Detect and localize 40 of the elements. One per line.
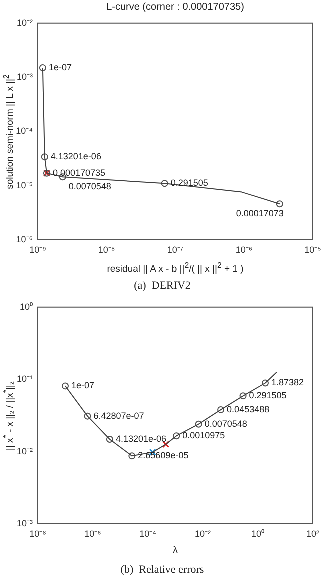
annotation: 1.87382: [272, 378, 304, 388]
x-tick-label: 10⁻⁸: [98, 244, 116, 255]
x-axis-title: residual || A x - b ||$^{2}$/( || x ||$^{2}$ + 1 ): [107, 261, 244, 276]
x-tick-label: 10⁻⁶: [236, 244, 253, 255]
x-tick-label: 10⁻⁷: [167, 244, 184, 255]
x-tick-label: 10⁻⁹: [30, 244, 47, 255]
x-tick-label: 10⁻⁴: [140, 528, 157, 539]
annotation: 0.0070548: [204, 418, 248, 429]
y-tick-label: 10⁻³: [16, 72, 33, 82]
annotation: 0.0010975: [182, 430, 226, 441]
annotation: 0.291505: [170, 178, 208, 188]
y-tick-label: 10⁻⁵: [16, 180, 34, 190]
annotation: 1e-07: [48, 62, 72, 72]
annotation: 0.0453488: [227, 404, 270, 414]
y-tick-label: 10⁻⁶: [16, 234, 34, 244]
annotation: 4.13201e-06: [116, 434, 166, 444]
annotation: 6.42807e-07: [94, 410, 144, 421]
y-tick-label: 10⁻¹: [16, 374, 33, 384]
annotation: 0.0070548: [68, 182, 112, 192]
y-tick-label: 10⁻³: [16, 518, 33, 528]
annotation: 1e-07: [72, 380, 95, 391]
annotation: 2.65609e-05: [138, 450, 189, 461]
x-tick-label: 10⁻⁸: [30, 528, 47, 539]
x-tick-label: 10⁻⁵: [304, 244, 322, 255]
chart-title: L-curve (corner : 0.000170735): [106, 2, 246, 13]
y-tick-label: 10⁻²: [16, 446, 33, 456]
y-tick-label: 10⁻²: [16, 18, 33, 28]
x-tick-label: 10²: [306, 528, 320, 539]
annotation: 0.000170735: [52, 168, 106, 178]
y-tick-label: 10⁰: [20, 302, 33, 312]
annotation: 4.13201e-06: [50, 152, 102, 162]
x-tick-label: 10⁰: [251, 528, 265, 539]
text: (b) Relative errors: [120, 564, 204, 576]
x-tick-label: 10⁻²: [194, 528, 212, 539]
y-tick-label: 10⁻⁴: [16, 126, 34, 136]
x-tick-label: 10⁻⁶: [84, 528, 102, 539]
text: (a) DERIV2: [134, 280, 191, 292]
x-axis-title: λ: [173, 545, 178, 556]
annotation: 0.00017073: [236, 208, 284, 219]
annotation: 0.291505: [249, 390, 287, 401]
